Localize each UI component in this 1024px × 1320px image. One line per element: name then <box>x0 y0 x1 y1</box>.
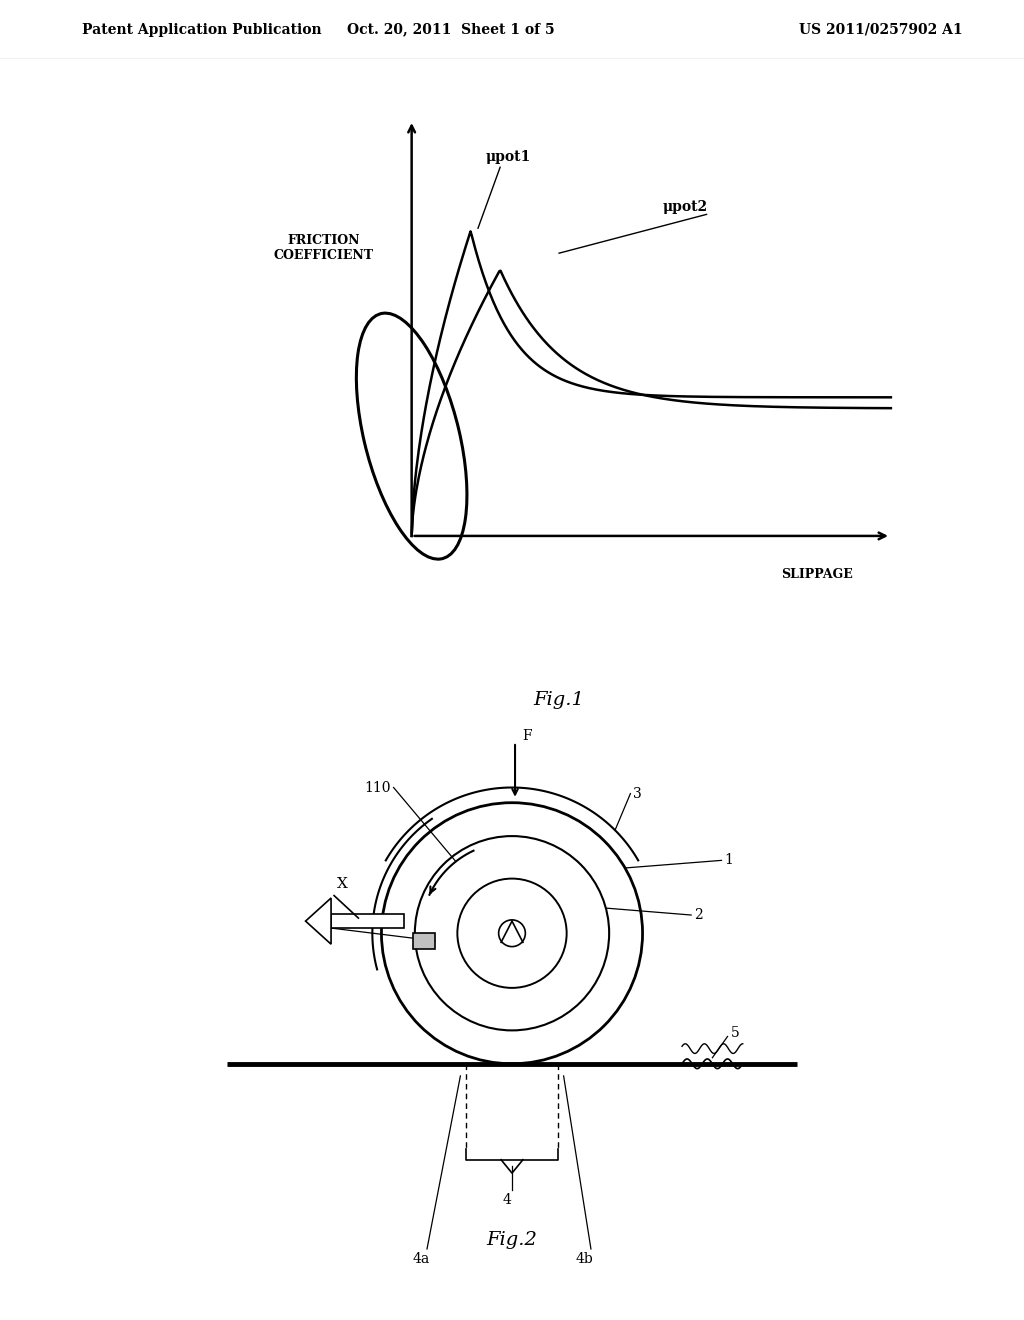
Text: 2: 2 <box>694 908 702 923</box>
Text: SLIPPAGE: SLIPPAGE <box>781 568 853 581</box>
Text: 4a: 4a <box>413 1251 429 1266</box>
Text: 110: 110 <box>365 780 390 795</box>
Text: 3: 3 <box>634 787 642 801</box>
Text: 5: 5 <box>730 1027 739 1040</box>
Text: 1: 1 <box>725 853 733 867</box>
Text: μpot2: μpot2 <box>663 201 708 214</box>
Text: FRICTION
COEFFICIENT: FRICTION COEFFICIENT <box>273 234 373 261</box>
Polygon shape <box>305 898 331 944</box>
Text: Oct. 20, 2011  Sheet 1 of 5: Oct. 20, 2011 Sheet 1 of 5 <box>347 22 554 37</box>
Text: Fig.1: Fig.1 <box>534 692 585 709</box>
Text: F: F <box>522 729 531 743</box>
Text: Patent Application Publication: Patent Application Publication <box>82 22 322 37</box>
Text: 8: 8 <box>317 920 327 935</box>
FancyBboxPatch shape <box>414 933 435 949</box>
Text: μpot1: μpot1 <box>485 150 530 165</box>
Text: 4b: 4b <box>575 1251 594 1266</box>
Text: 4: 4 <box>503 1193 512 1206</box>
Text: US 2011/0257902 A1: US 2011/0257902 A1 <box>799 22 963 37</box>
Text: X: X <box>337 876 348 891</box>
Bar <box>331 913 403 928</box>
Text: Fig.2: Fig.2 <box>486 1232 538 1249</box>
